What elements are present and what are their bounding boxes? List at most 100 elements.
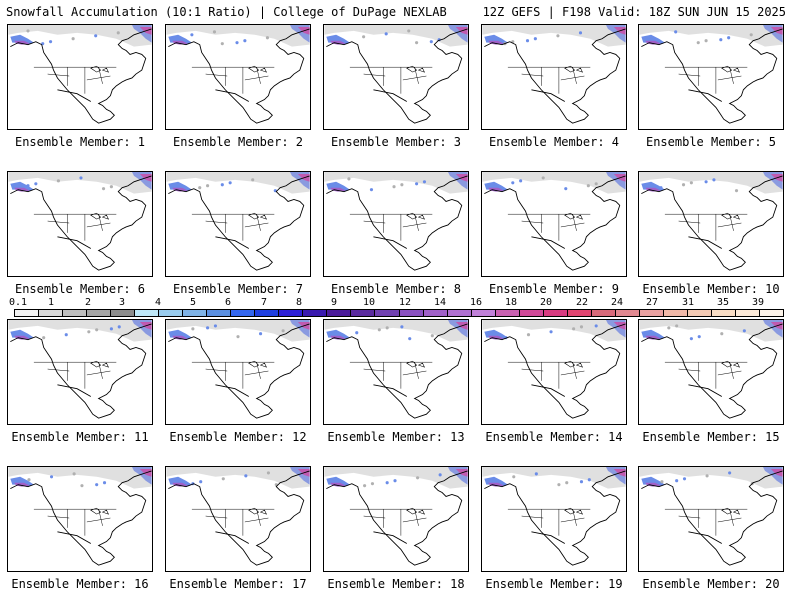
ensemble-map-panel bbox=[165, 466, 311, 572]
ensemble-map-panel bbox=[638, 24, 784, 130]
ensemble-map-panel bbox=[165, 319, 311, 425]
colorbar-tick-label: 3 bbox=[118, 297, 126, 308]
ensemble-map-panel bbox=[481, 466, 627, 572]
ensemble-map-panel bbox=[638, 319, 784, 425]
colorbar-tick-label: 22 bbox=[575, 297, 589, 308]
north-america-map bbox=[639, 172, 783, 271]
colorbar-segment bbox=[111, 310, 136, 316]
ensemble-member-label: Ensemble Member: 6 bbox=[14, 282, 146, 296]
colorbar-segment bbox=[759, 310, 783, 316]
ensemble-map-panel bbox=[7, 466, 153, 572]
colorbar-segment bbox=[423, 310, 448, 316]
ensemble-member-label: Ensemble Member: 17 bbox=[169, 577, 307, 591]
north-america-map bbox=[324, 172, 468, 271]
colorbar-segment bbox=[711, 310, 736, 316]
colorbar-segment bbox=[207, 310, 232, 316]
colorbar-segment bbox=[471, 310, 496, 316]
colorbar-segment bbox=[399, 310, 424, 316]
colorbar-segment bbox=[447, 310, 472, 316]
snowfall-colorbar bbox=[14, 309, 784, 317]
colorbar-segment bbox=[303, 310, 328, 316]
north-america-map bbox=[8, 172, 152, 271]
ensemble-member-label: Ensemble Member: 16 bbox=[11, 577, 149, 591]
colorbar-segment bbox=[351, 310, 376, 316]
ensemble-member-label: Ensemble Member: 7 bbox=[172, 282, 304, 296]
colorbar-segment bbox=[567, 310, 592, 316]
ensemble-member-label: Ensemble Member: 14 bbox=[485, 430, 623, 444]
model-valid-time: 12Z GEFS | F198 Valid: 18Z SUN JUN 15 20… bbox=[482, 5, 786, 19]
ensemble-map-panel bbox=[7, 171, 153, 277]
colorbar-tick-label: 9 bbox=[330, 297, 338, 308]
north-america-map bbox=[639, 25, 783, 124]
north-america-map bbox=[8, 320, 152, 419]
colorbar-tick-label: 35 bbox=[716, 297, 730, 308]
ensemble-map-panel bbox=[481, 319, 627, 425]
north-america-map bbox=[166, 467, 310, 566]
ensemble-member-label: Ensemble Member: 19 bbox=[485, 577, 623, 591]
north-america-map bbox=[8, 25, 152, 124]
ensemble-member-label: Ensemble Member: 18 bbox=[327, 577, 465, 591]
ensemble-map-panel bbox=[323, 466, 469, 572]
colorbar-segment bbox=[255, 310, 280, 316]
north-america-map bbox=[324, 25, 468, 124]
north-america-map bbox=[166, 25, 310, 124]
colorbar-tick-label: 4 bbox=[154, 297, 162, 308]
ensemble-member-label: Ensemble Member: 5 bbox=[645, 135, 777, 149]
colorbar-segment bbox=[63, 310, 88, 316]
ensemble-member-label: Ensemble Member: 9 bbox=[488, 282, 620, 296]
ensemble-map-panel bbox=[481, 171, 627, 277]
ensemble-member-label: Ensemble Member: 11 bbox=[11, 430, 149, 444]
colorbar-segment bbox=[615, 310, 640, 316]
colorbar-tick-label: 16 bbox=[469, 297, 483, 308]
ensemble-map-panel bbox=[638, 466, 784, 572]
ensemble-member-label: Ensemble Member: 4 bbox=[488, 135, 620, 149]
ensemble-member-label: Ensemble Member: 12 bbox=[169, 430, 307, 444]
colorbar-segment bbox=[543, 310, 568, 316]
ensemble-map-panel bbox=[165, 24, 311, 130]
north-america-map bbox=[8, 467, 152, 566]
ensemble-member-label: Ensemble Member: 20 bbox=[642, 577, 780, 591]
colorbar-segment bbox=[183, 310, 208, 316]
ensemble-member-label: Ensemble Member: 8 bbox=[330, 282, 462, 296]
ensemble-member-label: Ensemble Member: 15 bbox=[642, 430, 780, 444]
ensemble-member-label: Ensemble Member: 2 bbox=[172, 135, 304, 149]
colorbar-tick-label: 2 bbox=[84, 297, 92, 308]
north-america-map bbox=[482, 467, 626, 566]
map-title: Snowfall Accumulation (10:1 Ratio) | Col… bbox=[6, 5, 447, 19]
colorbar-segment bbox=[495, 310, 520, 316]
colorbar-segment bbox=[135, 310, 160, 316]
colorbar-tick-label: 5 bbox=[189, 297, 197, 308]
ensemble-map-panel bbox=[323, 24, 469, 130]
colorbar-segment bbox=[159, 310, 184, 316]
ensemble-member-label: Ensemble Member: 13 bbox=[327, 430, 465, 444]
ensemble-map-panel bbox=[638, 171, 784, 277]
ensemble-member-label: Ensemble Member: 10 bbox=[642, 282, 780, 296]
colorbar-tick-label: 14 bbox=[433, 297, 447, 308]
colorbar-tick-label: 1 bbox=[47, 297, 55, 308]
ensemble-map-panel bbox=[7, 24, 153, 130]
colorbar-tick-label: 31 bbox=[681, 297, 695, 308]
colorbar-tick-label: 7 bbox=[260, 297, 268, 308]
colorbar-tick-label: 6 bbox=[224, 297, 232, 308]
north-america-map bbox=[639, 467, 783, 566]
colorbar-segment bbox=[231, 310, 256, 316]
north-america-map bbox=[166, 320, 310, 419]
ensemble-map-panel bbox=[323, 319, 469, 425]
north-america-map bbox=[324, 467, 468, 566]
colorbar-tick-label: 10 bbox=[362, 297, 376, 308]
north-america-map bbox=[639, 320, 783, 419]
north-america-map bbox=[482, 320, 626, 419]
north-america-map bbox=[482, 172, 626, 271]
colorbar-tick-label: 39 bbox=[751, 297, 765, 308]
north-america-map bbox=[482, 25, 626, 124]
colorbar-segment bbox=[663, 310, 688, 316]
colorbar-segment bbox=[735, 310, 760, 316]
colorbar-tick-label: 20 bbox=[539, 297, 553, 308]
ensemble-member-label: Ensemble Member: 3 bbox=[330, 135, 462, 149]
ensemble-map-panel bbox=[165, 171, 311, 277]
colorbar-tick-label: 0.1 bbox=[8, 297, 28, 308]
colorbar-tick-label: 18 bbox=[504, 297, 518, 308]
north-america-map bbox=[324, 320, 468, 419]
north-america-map bbox=[166, 172, 310, 271]
